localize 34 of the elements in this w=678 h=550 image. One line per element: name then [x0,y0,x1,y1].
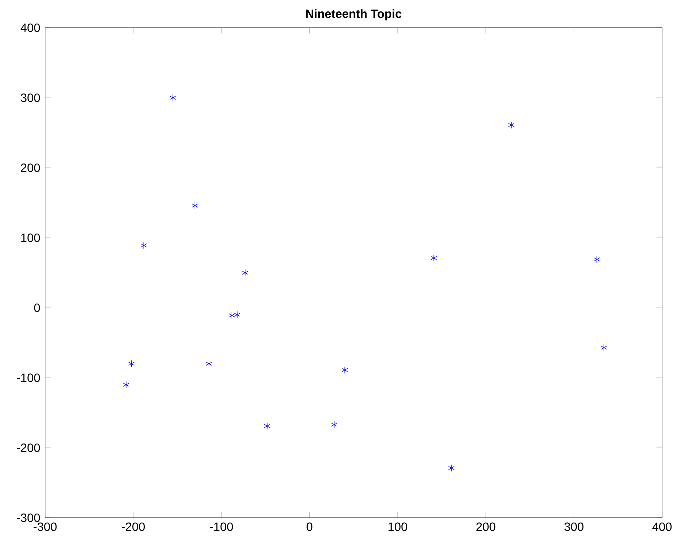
point [128,360,135,368]
point [430,254,438,262]
point [140,242,148,250]
point [170,94,176,102]
point [192,202,198,210]
point [123,381,130,389]
point [448,464,455,472]
x-tick-label: 100 [388,522,408,532]
point [600,344,608,352]
point [264,422,271,430]
x-tick-label: 400 [652,522,672,532]
point [229,312,236,320]
y-tick-label: 200 [21,164,40,172]
x-tick-label: -200 [122,522,146,532]
point [508,122,515,129]
chart-title: Nineteenth Topic [306,9,402,21]
y-tick-label: 0 [34,304,40,312]
x-tick-label: 0 [306,522,313,532]
y-tick-label: 400 [20,24,40,32]
x-tick-label: -100 [210,522,234,532]
y-tick-label: -100 [17,374,40,382]
y-tick-label: -300 [17,514,40,522]
y-tick-label: -200 [17,444,40,452]
point [342,366,348,374]
x-tick-label: -300 [34,522,57,532]
point [206,360,212,368]
x-tick-label: 200 [476,522,496,532]
y-tick-label: 100 [22,234,40,242]
x-tick-label: 300 [564,522,584,532]
point [242,269,249,277]
point [234,311,241,319]
point [331,421,338,429]
y-tick-label: 300 [21,94,40,102]
point [594,256,600,264]
